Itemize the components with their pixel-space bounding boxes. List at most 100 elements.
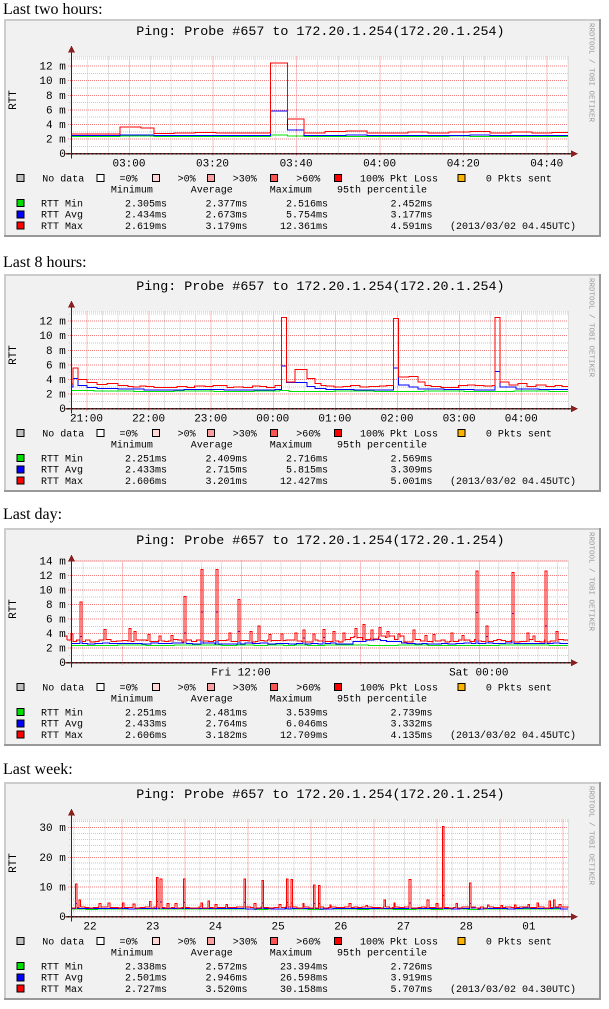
svg-text:00:00: 00:00	[256, 413, 289, 425]
svg-text:6 m: 6 m	[46, 105, 66, 117]
svg-text:(2013/03/02 04.45UTC): (2013/03/02 04.45UTC)	[450, 730, 576, 742]
svg-text:2 m: 2 m	[46, 644, 66, 656]
svg-text:=0%: =0%	[120, 174, 138, 185]
svg-text:26.598ms: 26.598ms	[280, 974, 328, 985]
svg-text:12 m: 12 m	[39, 62, 66, 74]
svg-text:RTT Min: RTT Min	[41, 707, 83, 719]
svg-text:(2013/03/02 04.45UTC): (2013/03/02 04.45UTC)	[450, 221, 576, 233]
svg-text:20 m: 20 m	[39, 853, 66, 865]
svg-text:26: 26	[334, 921, 347, 933]
svg-text:2.251ms: 2.251ms	[125, 708, 167, 719]
svg-text:2.338ms: 2.338ms	[125, 962, 167, 973]
svg-text:2.433ms: 2.433ms	[125, 720, 167, 731]
svg-text:3.201ms: 3.201ms	[205, 477, 247, 488]
svg-text:95th percentile: 95th percentile	[337, 694, 427, 706]
svg-text:2 m: 2 m	[46, 390, 66, 402]
svg-text:Maximum: Maximum	[270, 440, 312, 452]
svg-text:RRDTOOL / TOBI OETIKER: RRDTOOL / TOBI OETIKER	[586, 278, 594, 378]
svg-text:95th percentile: 95th percentile	[337, 440, 427, 452]
svg-text:24: 24	[209, 921, 223, 933]
svg-text:3.179ms: 3.179ms	[205, 222, 247, 233]
svg-text:>60%: >60%	[296, 937, 320, 948]
svg-text:2.946ms: 2.946ms	[205, 974, 247, 985]
svg-text:14 m: 14 m	[39, 556, 66, 568]
svg-text:RTT Max: RTT Max	[41, 477, 83, 488]
svg-text:2.726ms: 2.726ms	[390, 962, 432, 973]
svg-text:RTT Min: RTT Min	[41, 198, 83, 210]
svg-text:RRDTOOL / TOBI OETIKER: RRDTOOL / TOBI OETIKER	[586, 786, 594, 886]
svg-text:RTT Max: RTT Max	[41, 222, 83, 233]
svg-text:95th percentile: 95th percentile	[337, 948, 427, 960]
svg-text:>60%: >60%	[296, 429, 320, 440]
svg-text:Sat 00:00: Sat 00:00	[449, 667, 508, 679]
svg-text:2.739ms: 2.739ms	[390, 708, 432, 719]
svg-text:2.569ms: 2.569ms	[390, 454, 432, 465]
svg-text:2.481ms: 2.481ms	[205, 708, 247, 719]
svg-text:10 m: 10 m	[39, 331, 66, 343]
svg-text:01: 01	[522, 921, 536, 933]
svg-text:8 m: 8 m	[46, 91, 66, 103]
svg-text:Ping: Probe #657 to 172.20.1.2: Ping: Probe #657 to 172.20.1.254(172.20.…	[136, 534, 504, 549]
svg-text:2.433ms: 2.433ms	[125, 466, 167, 477]
svg-text:95th percentile: 95th percentile	[337, 185, 427, 197]
svg-text:3.182ms: 3.182ms	[205, 731, 247, 742]
svg-text:5.707ms: 5.707ms	[390, 985, 432, 996]
svg-text:25: 25	[271, 921, 284, 933]
svg-text:30 m: 30 m	[39, 823, 66, 835]
svg-text:2.727ms: 2.727ms	[125, 985, 167, 996]
svg-text:5.001ms: 5.001ms	[390, 477, 432, 488]
svg-text:0 Pkts sent: 0 Pkts sent	[486, 936, 552, 948]
svg-text:01:00: 01:00	[318, 413, 351, 425]
svg-text:23.394ms: 23.394ms	[280, 962, 328, 973]
svg-text:Minimum: Minimum	[111, 948, 153, 960]
svg-text:No data: No data	[42, 936, 84, 948]
svg-text:>0%: >0%	[178, 683, 196, 694]
svg-text:2.377ms: 2.377ms	[205, 199, 247, 210]
svg-text:RTT Min: RTT Min	[41, 453, 83, 465]
svg-text:3.177ms: 3.177ms	[390, 211, 432, 222]
svg-text:04:00: 04:00	[505, 413, 538, 425]
svg-text:RTT Max: RTT Max	[41, 985, 83, 996]
svg-text:2.409ms: 2.409ms	[205, 454, 247, 465]
svg-text:4 m: 4 m	[46, 120, 66, 132]
svg-text:Fri 12:00: Fri 12:00	[211, 667, 270, 679]
svg-text:2.516ms: 2.516ms	[286, 199, 328, 210]
svg-text:>30%: >30%	[233, 683, 257, 694]
svg-text:12.361ms: 12.361ms	[280, 222, 328, 233]
svg-text:RTT: RTT	[8, 599, 20, 619]
svg-text:27: 27	[397, 921, 410, 933]
svg-text:Average: Average	[191, 441, 233, 452]
svg-text:4 m: 4 m	[46, 375, 66, 387]
svg-text:(2013/03/02 04.30UTC): (2013/03/02 04.30UTC)	[450, 984, 576, 996]
svg-text:Maximum: Maximum	[270, 185, 312, 197]
svg-text:Average: Average	[191, 949, 233, 960]
svg-text:28: 28	[460, 921, 473, 933]
svg-text:=0%: =0%	[120, 683, 138, 694]
svg-text:3.332ms: 3.332ms	[390, 720, 432, 731]
svg-text:4 m: 4 m	[46, 629, 66, 641]
svg-text:0: 0	[59, 149, 66, 161]
svg-text:RTT Avg: RTT Avg	[41, 974, 83, 985]
svg-text:0 Pkts sent: 0 Pkts sent	[486, 173, 552, 185]
svg-text:4.591ms: 4.591ms	[390, 222, 432, 233]
svg-text:Average: Average	[191, 186, 233, 197]
svg-text:2.764ms: 2.764ms	[205, 720, 247, 731]
svg-text:>30%: >30%	[233, 937, 257, 948]
svg-text:RRDTOOL / TOBI OETIKER: RRDTOOL / TOBI OETIKER	[586, 23, 594, 123]
svg-text:2.606ms: 2.606ms	[125, 731, 167, 742]
svg-text:>30%: >30%	[233, 174, 257, 185]
svg-text:100% Pkt Loss: 100% Pkt Loss	[360, 682, 438, 694]
svg-text:RTT Avg: RTT Avg	[41, 211, 83, 222]
svg-text:4.135ms: 4.135ms	[390, 731, 432, 742]
svg-text:RTT: RTT	[8, 90, 20, 110]
svg-text:03:00: 03:00	[112, 158, 145, 170]
svg-text:2.716ms: 2.716ms	[286, 454, 328, 465]
svg-text:2.305ms: 2.305ms	[125, 199, 167, 210]
svg-text:12 m: 12 m	[39, 317, 66, 329]
svg-text:6 m: 6 m	[46, 360, 66, 372]
svg-text:3.520ms: 3.520ms	[205, 985, 247, 996]
svg-text:2.452ms: 2.452ms	[390, 199, 432, 210]
svg-text:2.501ms: 2.501ms	[125, 974, 167, 985]
svg-text:No data: No data	[42, 682, 84, 694]
svg-text:2 m: 2 m	[46, 135, 66, 147]
